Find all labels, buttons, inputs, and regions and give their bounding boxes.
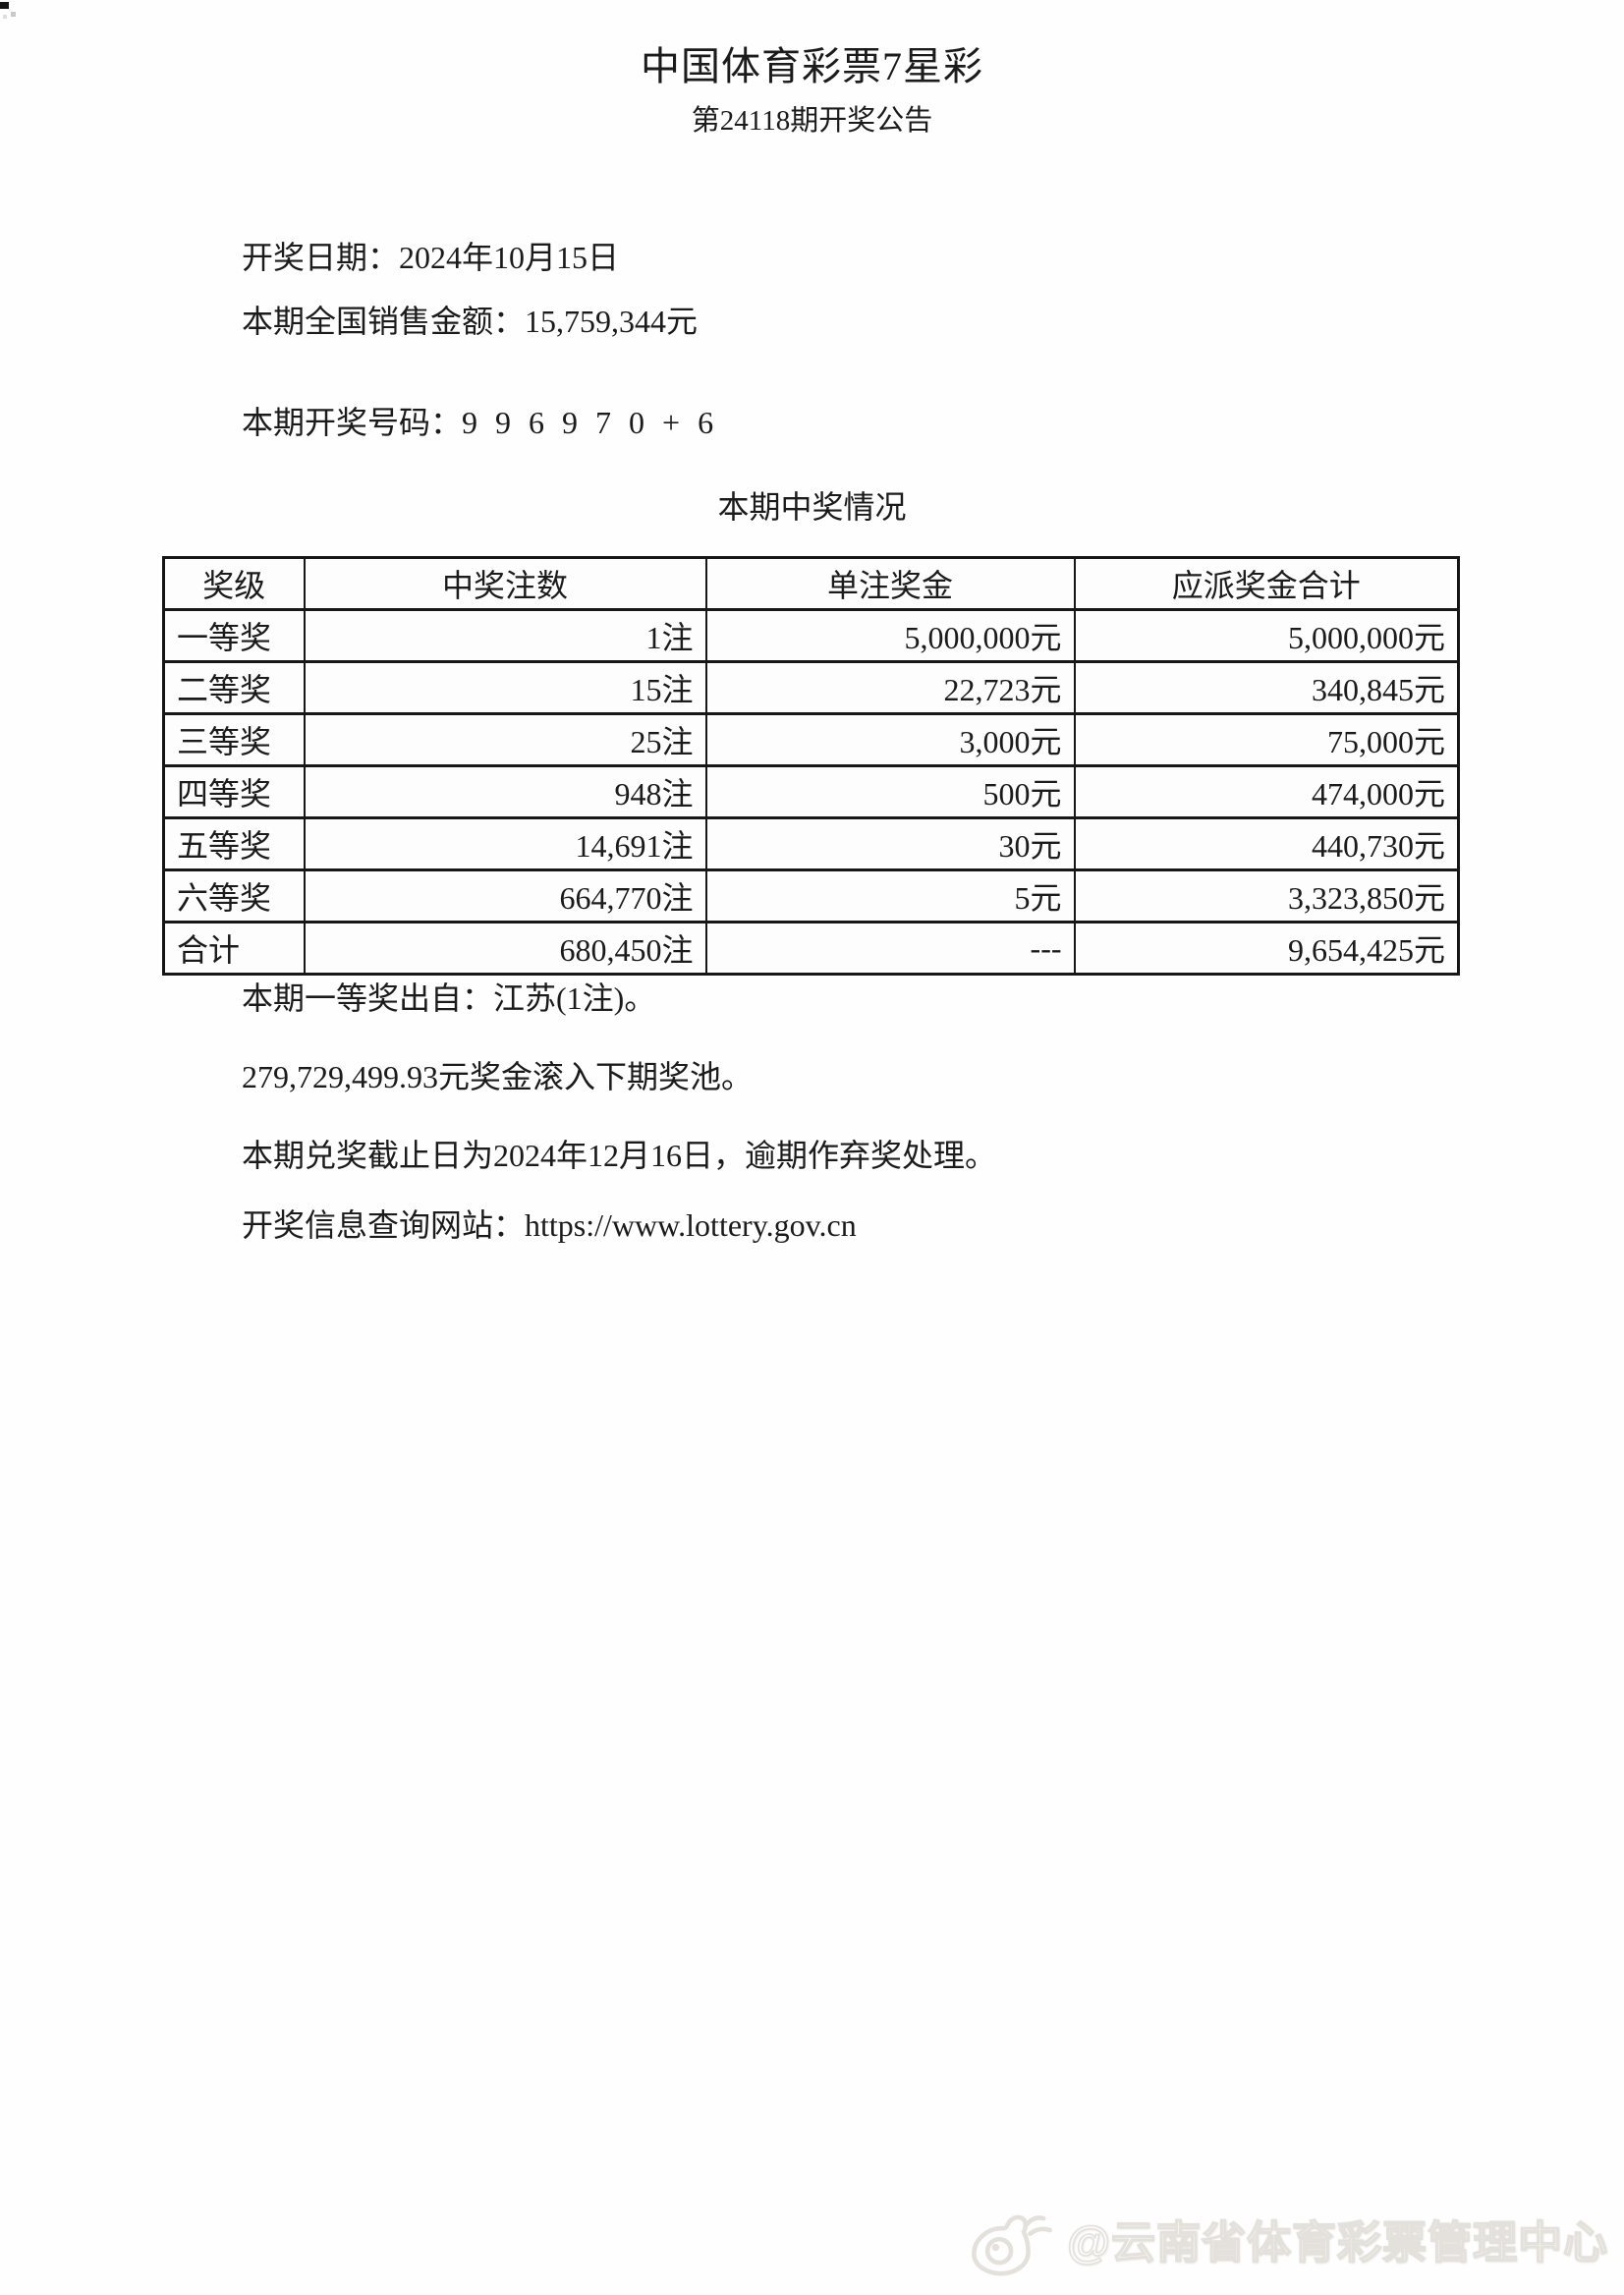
page-title: 中国体育彩票7星彩 <box>641 44 983 88</box>
table-cell: 30元 <box>704 816 1076 871</box>
sales-amount-line: 本期全国销售金额：15,759,344元 <box>242 304 699 339</box>
table-cell: 14,691注 <box>303 816 707 871</box>
table-cell: 9,654,425元 <box>1073 921 1460 976</box>
table-cell: 三等奖 <box>162 712 306 767</box>
table-cell: --- <box>704 921 1076 976</box>
column-header: 中奖注数 <box>303 556 707 611</box>
table-cell: 948注 <box>303 764 707 819</box>
table-cell: 664,770注 <box>303 868 707 924</box>
table-row: 四等奖 948注 500元 474,000元 <box>162 764 1460 819</box>
table-cell: 六等奖 <box>162 868 306 924</box>
table-cell: 二等奖 <box>162 660 306 715</box>
table-cell: 500元 <box>704 764 1076 819</box>
draw-numbers-line: 本期开奖号码：9 9 6 9 7 0 + 6 <box>242 405 718 441</box>
table-cell: 1注 <box>303 608 707 663</box>
table-cell: 五等奖 <box>162 816 306 871</box>
table-cell: 5元 <box>704 868 1076 924</box>
draw-date-line: 开奖日期：2024年10月15日 <box>242 240 620 275</box>
prize-table: 奖级 中奖注数 单注奖金 应派奖金合计 一等奖 1注 5,000,000元 5,000,00… <box>162 556 1460 976</box>
table-cell: 合计 <box>162 921 306 976</box>
prize-table-header-row: 奖级 中奖注数 单注奖金 应派奖金合计 <box>162 556 1460 611</box>
table-cell: 5,000,000元 <box>1073 608 1460 663</box>
table-row: 合计 680,450注 --- 9,654,425元 <box>162 921 1460 976</box>
note-first-prize-region: 本期一等奖出自：江苏(1注)。 <box>242 980 656 1016</box>
scan-artifact <box>3 15 7 19</box>
table-cell: 3,000元 <box>704 712 1076 767</box>
table-cell: 340,845元 <box>1073 660 1460 715</box>
weibo-icon <box>972 2214 1053 2276</box>
table-row: 一等奖 1注 5,000,000元 5,000,000元 <box>162 608 1460 663</box>
note-redeem-deadline: 本期兑奖截止日为2024年12月16日，逾期作弃奖处理。 <box>242 1138 997 1173</box>
note-jackpot-rollover: 279,729,499.93元奖金滚入下期奖池。 <box>242 1059 754 1094</box>
table-cell: 25注 <box>303 712 707 767</box>
table-cell: 5,000,000元 <box>704 608 1076 663</box>
table-row: 六等奖 664,770注 5元 3,323,850元 <box>162 868 1460 924</box>
table-cell: 3,323,850元 <box>1073 868 1460 924</box>
table-cell: 15注 <box>303 660 707 715</box>
scan-artifact <box>11 12 16 17</box>
draw-numbers-label: 本期开奖号码： <box>242 405 463 440</box>
table-row: 二等奖 15注 22,723元 340,845元 <box>162 660 1460 715</box>
table-cell: 四等奖 <box>162 764 306 819</box>
table-cell: 一等奖 <box>162 608 306 663</box>
page-subtitle: 第24118期开奖公告 <box>691 105 933 137</box>
table-row: 三等奖 25注 3,000元 75,000元 <box>162 712 1460 767</box>
draw-numbers-value: 9 9 6 9 7 0 + 6 <box>462 405 719 440</box>
column-header: 奖级 <box>162 556 306 611</box>
table-cell: 75,000元 <box>1073 712 1460 767</box>
table-cell: 680,450注 <box>303 921 707 976</box>
watermark-handle: @云南省体育彩票管理中心 <box>1066 2216 1608 2267</box>
table-row: 五等奖 14,691注 30元 440,730元 <box>162 816 1460 871</box>
section-title: 本期中奖情况 <box>717 489 907 525</box>
note-info-website: 开奖信息查询网站：https://www.lottery.gov.cn <box>242 1207 857 1243</box>
table-cell: 440,730元 <box>1073 816 1460 871</box>
weibo-watermark: @云南省体育彩票管理中心 <box>967 2205 1608 2279</box>
column-header: 应派奖金合计 <box>1073 556 1460 611</box>
scan-artifact <box>0 2 9 9</box>
prize-table-body: 一等奖 1注 5,000,000元 5,000,000元 二等奖 15注 22,723元 34… <box>162 608 1460 976</box>
table-cell: 22,723元 <box>704 660 1076 715</box>
table-cell: 474,000元 <box>1073 764 1460 819</box>
column-header: 单注奖金 <box>704 556 1076 611</box>
